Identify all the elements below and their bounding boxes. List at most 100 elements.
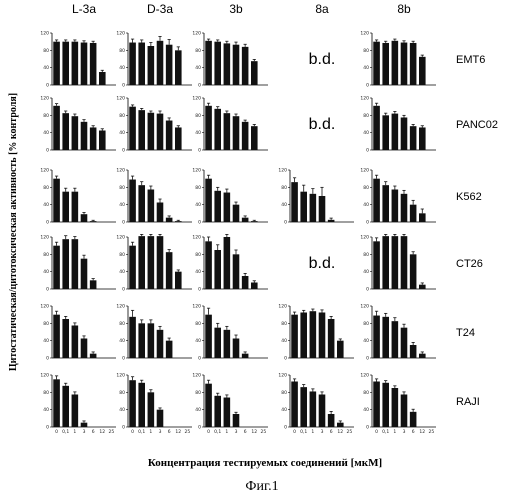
y-tick-label: 0 [198,287,201,293]
x-tick-label: 6 [244,429,247,435]
panel: 04080120 [40,304,116,362]
y-tick-label: 80 [281,390,287,396]
bar [392,114,399,150]
row-label: T24 [456,327,475,339]
y-tick-label: 0 [198,425,201,431]
y-tick-label: 80 [119,321,125,327]
bar [242,218,249,222]
x-tick-label: 6 [168,429,171,435]
y-tick-label: 120 [116,168,125,174]
bar [310,391,317,427]
bar [62,42,69,85]
bar [419,213,426,222]
y-tick-label: 40 [363,65,369,71]
panel: 0408012000,11361225 [360,373,436,436]
bar [129,246,136,289]
bar [148,236,155,289]
y-tick-label: 0 [46,220,49,226]
y-tick-label: 80 [119,48,125,54]
x-tick-label: 0 [375,429,378,435]
y-tick-label: 80 [43,185,49,191]
bar [300,192,307,222]
bar [224,193,231,222]
bar [175,127,182,150]
bar [72,395,79,428]
x-tick-label: 0,1 [214,429,221,435]
bar [175,272,182,289]
bar [224,43,231,85]
panel: 04080120 [116,168,192,226]
x-tick-label: 25 [261,429,267,435]
bar [419,57,426,85]
x-tick-label: 0,1 [300,429,307,435]
y-tick-label: 120 [40,304,49,310]
bar [251,283,258,290]
x-axis-label: Концентрация тестируемых соединений [мкМ… [148,457,382,469]
y-tick-label: 120 [116,96,125,102]
y-tick-label: 80 [119,252,125,258]
bar [291,315,298,358]
y-tick-label: 80 [43,113,49,119]
bar [233,45,240,85]
bar [157,330,164,358]
bar [224,237,231,289]
x-tick-label: 0 [131,429,134,435]
bar [129,43,136,85]
y-tick-label: 0 [46,425,49,431]
column-header: 3b [229,2,243,16]
column-headers: L-3aD-3a3b8a8b [72,2,411,16]
bar [157,114,164,150]
column-header: L-3a [72,2,96,16]
panel: 04080120 [360,96,436,154]
bar [328,220,335,222]
bar [233,205,240,222]
bar [251,126,258,150]
panel: 04080120 [116,304,192,362]
y-tick-label: 0 [46,148,49,154]
x-tick-label: 1 [149,429,152,435]
y-tick-label: 0 [198,148,201,154]
below-detection-label: b.d. [309,255,336,272]
y-tick-label: 0 [366,83,369,89]
y-tick-label: 0 [198,83,201,89]
x-tick-label: 12 [175,429,181,435]
panel: 04080120 [40,168,116,226]
bar [319,313,326,359]
bar [148,113,155,150]
panel: 0408012000,11361225 [278,373,354,436]
row-label: EMT6 [456,54,485,66]
y-tick-label: 80 [363,48,369,54]
panel: 04080120 [192,96,268,154]
bar [410,345,417,358]
bar [99,131,106,151]
bar [157,236,164,289]
x-tick-label: 1 [225,429,228,435]
panel: 04080120 [192,234,268,292]
y-tick-label: 0 [122,83,125,89]
y-tick-label: 0 [366,287,369,293]
bar [242,47,249,85]
bar [233,254,240,289]
y-tick-label: 80 [43,321,49,327]
y-tick-label: 40 [195,269,201,275]
y-tick-label: 80 [119,113,125,119]
row-label: PANC02 [456,119,498,131]
bar [99,72,106,85]
y-tick-label: 120 [192,304,201,310]
y-tick-label: 120 [192,168,201,174]
y-tick-label: 120 [116,235,125,241]
panel: b.d. [309,255,336,272]
y-tick-label: 120 [192,96,201,102]
bar [138,383,145,427]
y-tick-label: 40 [43,130,49,136]
below-detection-label: b.d. [309,51,336,68]
panel: 04080120 [278,304,354,362]
bar [53,315,60,358]
y-tick-label: 40 [281,202,287,208]
below-detection-label: b.d. [309,116,336,133]
x-tick-label: 3 [83,429,86,435]
bar [72,116,79,150]
bar [373,106,380,150]
bar [224,113,231,150]
y-tick-label: 0 [122,220,125,226]
